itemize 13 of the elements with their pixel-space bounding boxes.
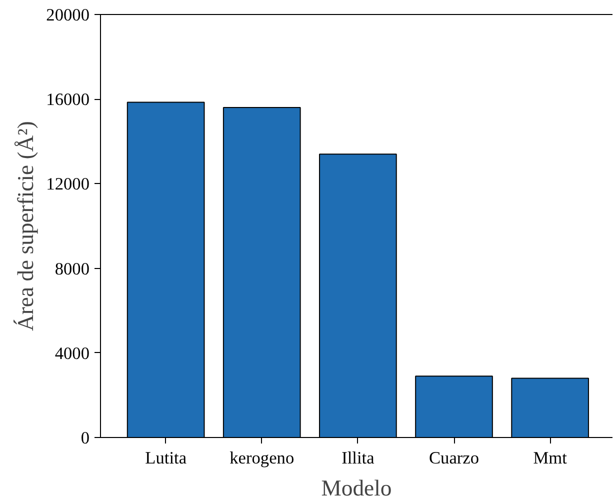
x-axis-title: Modelo bbox=[321, 476, 392, 500]
y-tick-label: 8000 bbox=[54, 259, 90, 278]
y-axis-title: Área de superficie (Å²) bbox=[13, 121, 38, 331]
y-tick-label: 20000 bbox=[46, 6, 90, 24]
x-tick-label: kerogeno bbox=[230, 448, 294, 468]
x-tick-label: Illita bbox=[342, 448, 375, 468]
y-tick-label: 4000 bbox=[54, 344, 90, 363]
y-tick-label: 16000 bbox=[46, 90, 90, 110]
x-tick-label: Lutita bbox=[145, 448, 187, 468]
y-tick-label: 12000 bbox=[46, 174, 90, 194]
x-tick-label: Mmt bbox=[533, 448, 568, 468]
y-tick-label: 0 bbox=[80, 428, 90, 448]
x-tick-label: Cuarzo bbox=[428, 448, 480, 468]
